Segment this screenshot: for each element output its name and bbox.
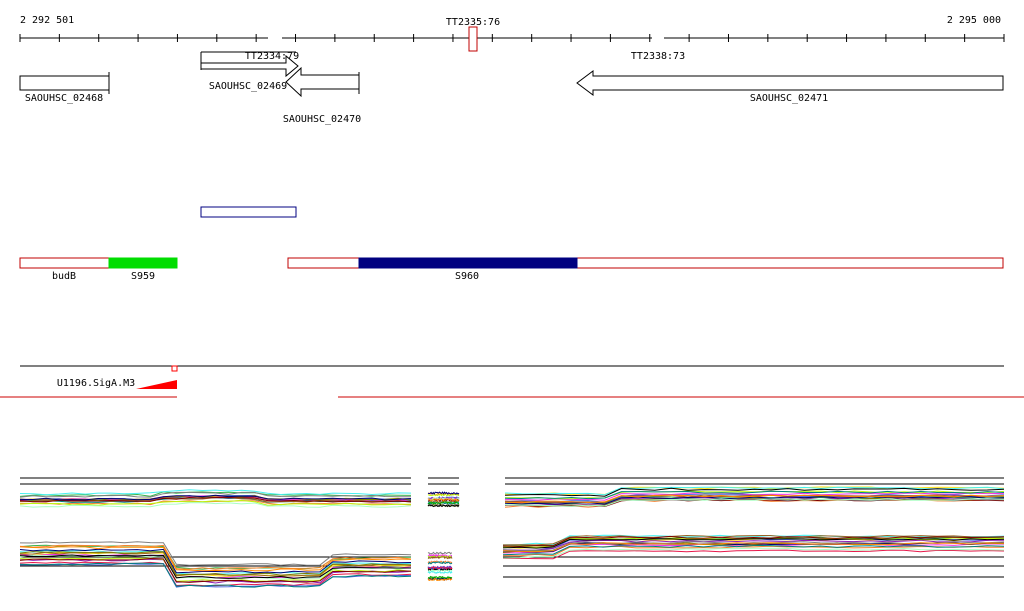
expression-trace — [19, 548, 412, 574]
expression-panel-bottom-left — [19, 541, 453, 588]
expression-trace — [19, 546, 412, 572]
expression-trace — [427, 493, 460, 497]
expression-trace — [20, 562, 412, 588]
expression-trace — [502, 547, 1005, 559]
coord-start-label: 2 292 501 — [20, 15, 74, 26]
expression-trace — [427, 498, 460, 502]
expression-trace — [19, 499, 411, 506]
expression-trace — [427, 577, 453, 582]
expression-panel-bottom-right — [502, 534, 1005, 578]
gene-arrow — [285, 66, 360, 98]
promoter-track: U1196.SigA.M3 — [0, 365, 1024, 398]
segment-s959-label: S959 — [131, 271, 155, 282]
expression-trace — [19, 491, 411, 498]
segment-s959[interactable] — [108, 257, 178, 269]
terminator-tt2338-label[interactable]: TT2338:73 — [631, 51, 685, 62]
segment-right-outline[interactable] — [287, 257, 1004, 269]
promoter-triangle[interactable] — [136, 380, 177, 389]
expression-trace — [427, 575, 453, 580]
expression-trace — [427, 497, 460, 501]
expression-trace — [504, 494, 1005, 504]
segment-s960[interactable] — [358, 257, 578, 269]
expression-trace — [427, 570, 453, 574]
expression-trace — [19, 541, 412, 566]
expression-trace — [505, 492, 1005, 501]
expression-trace — [504, 498, 1005, 507]
expression-trace — [19, 551, 412, 576]
expression-trace — [502, 542, 1005, 553]
expression-trace — [19, 554, 411, 579]
gene-saouhsc-02469[interactable]: SAOUHSC_02469 — [200, 54, 299, 92]
expression-panel-top-left — [19, 477, 460, 508]
expression-trace — [427, 501, 460, 505]
gene-label: SAOUHSC_02469 — [209, 81, 287, 92]
expression-trace — [19, 544, 412, 570]
expression-trace — [427, 556, 453, 560]
promoter-marker — [171, 365, 178, 372]
terminator-label: TT2335:76 — [446, 17, 500, 28]
expression-trace — [427, 568, 453, 572]
expression-trace — [19, 502, 412, 508]
expression-trace — [502, 544, 1005, 556]
expression-trace — [502, 539, 1005, 551]
expression-trace — [19, 496, 412, 503]
gene-saouhsc-02470[interactable]: SAOUHSC_02470 — [283, 66, 361, 125]
expression-trace — [502, 538, 1005, 549]
gene-label: SAOUHSC_02470 — [283, 114, 361, 125]
operon-box[interactable] — [200, 206, 297, 218]
terminator-label: TT2334:79 — [245, 51, 299, 62]
expression-trace — [19, 557, 412, 583]
expression-trace — [504, 486, 1005, 496]
gene-arrow — [576, 70, 1004, 96]
gene-saouhsc-02468[interactable]: SAOUHSC_02468 — [19, 72, 110, 104]
expression-panel-top-right — [504, 477, 1005, 508]
expression-trace — [502, 534, 1005, 546]
gene-label: SAOUHSC_02471 — [750, 93, 828, 104]
expression-trace — [502, 545, 1004, 557]
expression-trace — [504, 487, 1005, 497]
segment-track: budB S959 S960 — [19, 257, 1004, 282]
expression-trace — [19, 489, 412, 496]
gene-box — [19, 75, 110, 91]
coordinate-ruler — [19, 34, 1005, 42]
expression-trace — [502, 535, 1005, 547]
expression-trace — [503, 549, 1005, 560]
expression-trace — [504, 490, 1005, 500]
gene-arrow — [200, 54, 299, 78]
gene-label: SAOUHSC_02468 — [25, 93, 103, 104]
expression-trace — [427, 551, 452, 555]
gene-saouhsc-02471[interactable]: SAOUHSC_02471 — [576, 70, 1004, 104]
promoter-label: U1196.SigA.M3 — [57, 378, 135, 389]
segment-budb-label: budB — [52, 271, 76, 282]
expression-trace — [427, 501, 460, 505]
segment-budb[interactable] — [19, 257, 110, 269]
coord-end-label: 2 295 000 — [947, 15, 1001, 26]
expression-trace — [428, 560, 453, 565]
expression-trace — [427, 553, 453, 558]
expression-trace — [427, 504, 460, 508]
segment-s960-label: S960 — [455, 271, 479, 282]
terminator-marker — [468, 26, 478, 52]
expression-trace — [19, 562, 412, 588]
terminator-tt2335[interactable]: TT2335:76 — [446, 17, 500, 52]
expression-trace — [427, 566, 453, 570]
expression-trace — [427, 491, 460, 495]
expression-trace — [19, 494, 412, 501]
